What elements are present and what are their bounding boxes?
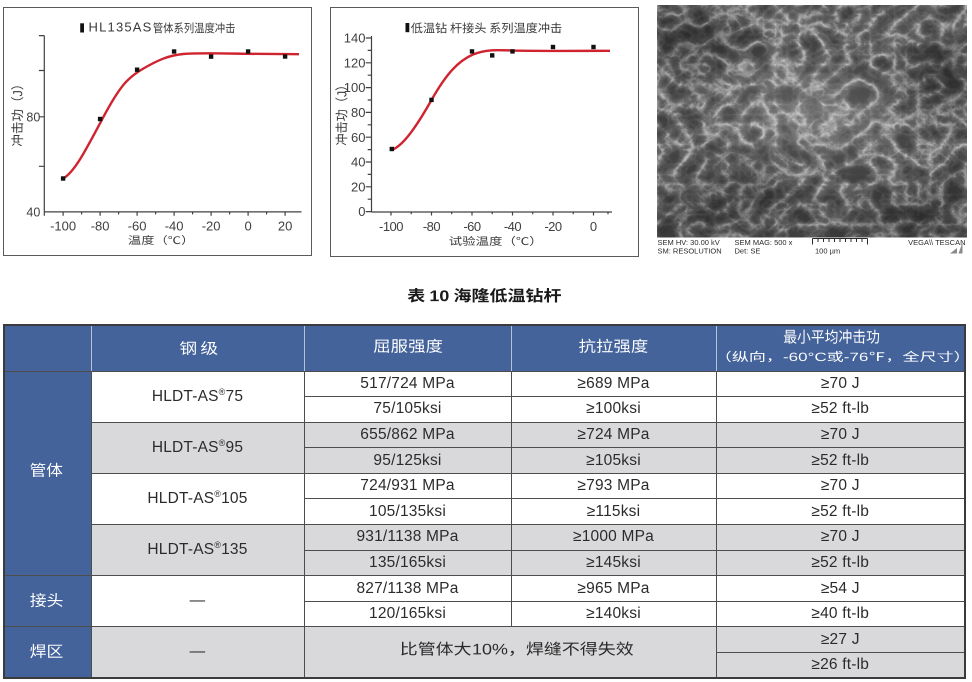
svg-text:Det: SE: Det: SE — [735, 247, 761, 256]
svg-text:100: 100 — [344, 80, 366, 95]
svg-text:-80: -80 — [91, 219, 110, 234]
svg-text:-20: -20 — [544, 219, 562, 234]
svg-text:SEM HV: 30.00 kV: SEM HV: 30.00 kV — [658, 238, 720, 247]
svg-text:SM: RESOLUTION: SM: RESOLUTION — [658, 247, 722, 256]
svg-text:60: 60 — [351, 130, 365, 145]
svg-text:0: 0 — [358, 204, 365, 219]
svg-text:-80: -80 — [423, 219, 441, 234]
svg-text:-100: -100 — [379, 219, 403, 234]
svg-text:-60: -60 — [128, 219, 147, 234]
svg-text:-40: -40 — [165, 219, 184, 234]
svg-text:120: 120 — [344, 55, 366, 70]
svg-text:100 µm: 100 µm — [815, 247, 840, 256]
svg-text:VEGA\\ TESCAN: VEGA\\ TESCAN — [908, 238, 965, 247]
svg-text:40: 40 — [351, 155, 365, 170]
svg-text:80: 80 — [351, 105, 365, 120]
svg-text:-20: -20 — [202, 219, 221, 234]
svg-text:20: 20 — [351, 179, 365, 194]
svg-text:HL135AS: HL135AS — [89, 20, 153, 35]
svg-text:0: 0 — [244, 219, 251, 234]
svg-text:0: 0 — [590, 219, 597, 234]
svg-text:SEM MAG: 500 x: SEM MAG: 500 x — [735, 238, 793, 247]
svg-text:-60: -60 — [463, 219, 481, 234]
svg-text:140: 140 — [344, 31, 366, 46]
svg-text:20: 20 — [278, 219, 292, 234]
svg-text:80: 80 — [26, 111, 40, 125]
svg-text:-100: -100 — [50, 219, 76, 234]
svg-text:-40: -40 — [504, 219, 522, 234]
svg-text:40: 40 — [26, 206, 40, 220]
